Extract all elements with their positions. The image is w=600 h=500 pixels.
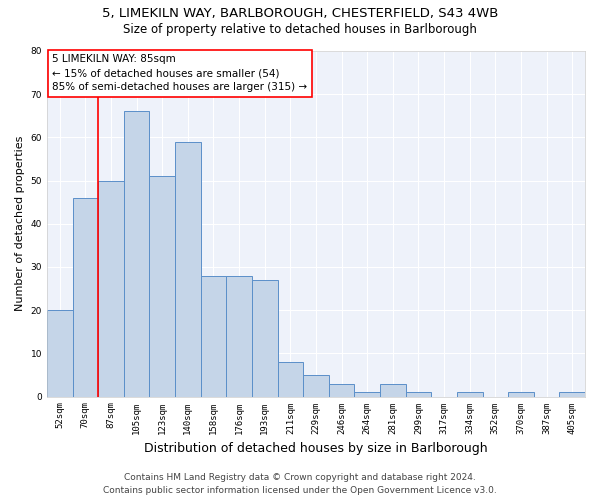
Bar (559, 392, 585, 396)
Bar (226, 276, 252, 396)
Bar (73, 198, 98, 396)
Text: Size of property relative to detached houses in Barlborough: Size of property relative to detached ho… (123, 22, 477, 36)
Bar (355, 392, 380, 396)
Text: 5 LIMEKILN WAY: 85sqm
← 15% of detached houses are smaller (54)
85% of semi-deta: 5 LIMEKILN WAY: 85sqm ← 15% of detached … (52, 54, 307, 92)
Bar (406, 392, 431, 396)
Bar (380, 384, 406, 396)
Bar (329, 384, 355, 396)
Bar (457, 392, 482, 396)
Bar (508, 392, 534, 396)
Bar (200, 276, 226, 396)
Y-axis label: Number of detached properties: Number of detached properties (15, 136, 25, 312)
Bar (175, 142, 200, 396)
Bar (47, 310, 73, 396)
Bar (252, 280, 278, 396)
Text: 5, LIMEKILN WAY, BARLBOROUGH, CHESTERFIELD, S43 4WB: 5, LIMEKILN WAY, BARLBOROUGH, CHESTERFIE… (102, 8, 498, 20)
Bar (278, 362, 303, 396)
X-axis label: Distribution of detached houses by size in Barlborough: Distribution of detached houses by size … (144, 442, 488, 455)
Bar (124, 112, 149, 397)
Bar (149, 176, 175, 396)
Text: Contains HM Land Registry data © Crown copyright and database right 2024.
Contai: Contains HM Land Registry data © Crown c… (103, 473, 497, 495)
Bar (98, 180, 124, 396)
Bar (303, 375, 329, 396)
